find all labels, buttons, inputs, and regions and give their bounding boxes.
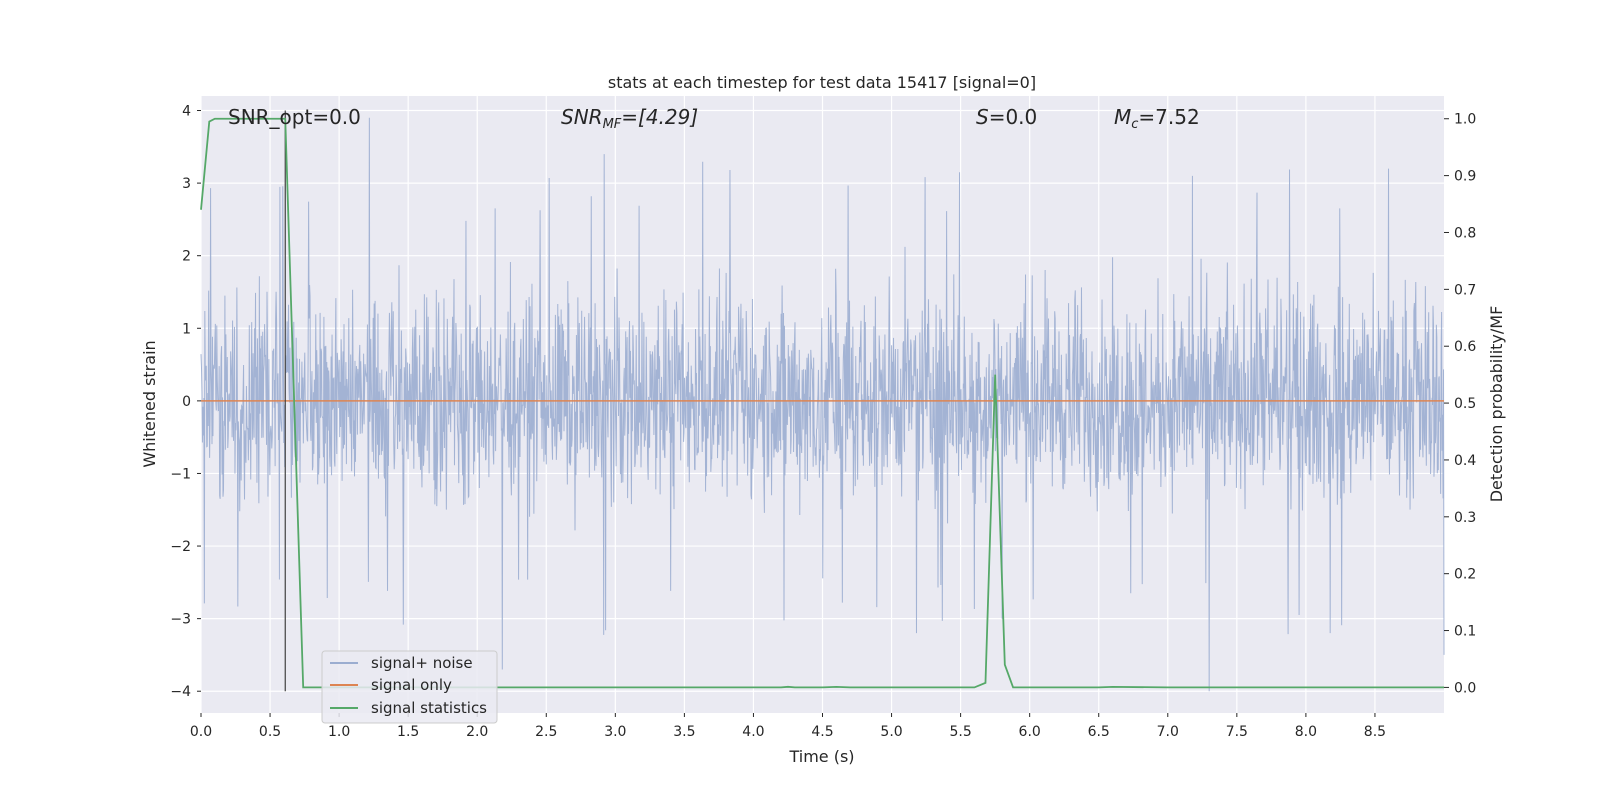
x-tick-label: 0.0 [190,724,212,740]
x-tick-label: 1.5 [397,724,419,740]
x-tick-label: 4.0 [742,724,764,740]
signal-noise-line [200,117,1445,692]
x-axis-label: Time (s) [788,747,854,766]
x-tick-label: 6.0 [1019,724,1041,740]
x-tick-label: 3.0 [604,724,626,740]
x-tick-label: 8.0 [1295,724,1317,740]
x-tick-label: 2.0 [466,724,488,740]
x-tick-label: 4.5 [811,724,833,740]
y2-tick-label: 0.3 [1454,510,1476,526]
y-tick-label: 0 [182,394,191,410]
annotation-mc: Mc=7.52 [1114,105,1200,132]
annotation-snr-opt: SNR_opt=0.0 [228,105,361,129]
y2-tick-label: 0.7 [1454,282,1476,298]
annotation-snr-mf: SNRMF=[4.29] [561,105,698,132]
y-tick-label: −2 [170,539,191,555]
x-tick-label: 7.0 [1157,724,1179,740]
y-axis-label: Whitened strain [140,340,159,467]
signal-statistics-line [200,117,1444,689]
y-tick-label: −4 [170,684,191,700]
legend-box [321,650,498,724]
x-tick-label: 2.5 [535,724,557,740]
x-tick-label: 0.5 [259,724,281,740]
y2-tick-label: 0.4 [1454,453,1476,469]
x-tick-label: 3.5 [673,724,695,740]
axes-ticks: 0.0 0.5 1.0 1.5 2.0 2.5 3.0 3.5 4.0 4.5 5.0 5.5 6.0 6… [170,104,1476,740]
y2-tick-label: 0.6 [1454,339,1476,355]
x-tick-label: 5.5 [949,724,971,740]
y2-tick-label: 1.0 [1454,112,1476,128]
y2-axis-label: Detection probability/MF [1487,306,1506,503]
signal-noise-series [200,117,1445,692]
y-tick-label: −1 [170,466,191,482]
x-tick-label: 8.5 [1364,724,1386,740]
y-tick-label: 1 [182,321,191,337]
legend-label-signal-noise: signal+ noise [371,654,473,672]
legend: signal+ noise signal only signal statist… [321,650,498,724]
x-tick-label: 5.0 [880,724,902,740]
legend-label-signal-only: signal only [371,676,452,694]
y-tick-label: 2 [182,249,191,265]
y-tick-label: 3 [182,176,191,192]
x-tick-label: 6.5 [1088,724,1110,740]
y-tick-label: 4 [182,104,191,120]
signal-statistics-series [200,117,1444,689]
y2-tick-label: 0.1 [1454,624,1476,640]
y2-tick-label: 0.2 [1454,567,1476,583]
annotation-s: S=0.0 [976,105,1037,129]
x-tick-label: 1.0 [328,724,350,740]
y-tick-label: −3 [170,612,191,628]
chart-title: stats at each timestep for test data 154… [608,73,1036,92]
y2-tick-label: 0.9 [1454,169,1476,185]
legend-label-signal-statistics: signal statistics [371,699,487,717]
y2-tick-label: 0.5 [1454,396,1476,412]
x-tick-label: 7.5 [1226,724,1248,740]
y2-tick-label: 0.0 [1454,680,1476,696]
y2-tick-label: 0.8 [1454,225,1476,241]
